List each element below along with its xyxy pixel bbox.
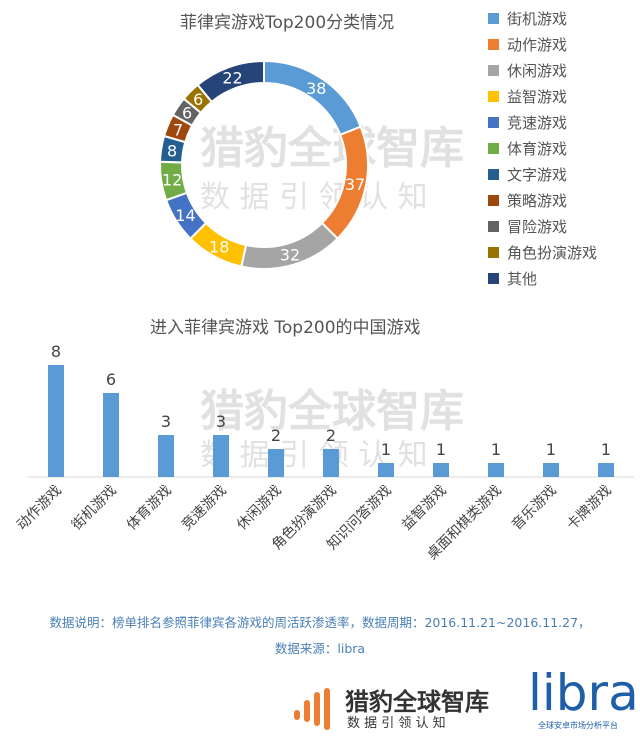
- legend-label: 动作游戏: [507, 35, 568, 54]
- data-note: 数据说明：榜单排名参照菲律宾各游戏的周活跃渗透率，数据周期：2016.11.21…: [49, 615, 591, 630]
- bar-category-9: 音乐游戏: [508, 482, 560, 534]
- donut-title: 菲律宾游戏Top200分类情况: [180, 13, 395, 33]
- donut-label-7: 7: [173, 120, 183, 139]
- legend-item-10: 其他: [488, 268, 537, 288]
- bar-value-6: 1: [381, 440, 391, 459]
- bar-value-1: 6: [106, 370, 116, 389]
- legend-label: 竞速游戏: [507, 113, 568, 132]
- bar-value-0: 8: [51, 342, 61, 361]
- bar-title: 进入菲律宾游戏 Top200的中国游戏: [150, 318, 421, 338]
- legend-swatch: [488, 12, 499, 24]
- bar-category-10: 卡牌游戏: [563, 482, 615, 534]
- legend-label: 其他: [507, 269, 538, 288]
- donut-label-1: 37: [345, 175, 365, 194]
- legend-label: 冒险游戏: [507, 217, 568, 236]
- donut-label-2: 32: [280, 245, 300, 264]
- legend-swatch: [488, 142, 499, 154]
- bar-category-2: 体育游戏: [124, 483, 175, 534]
- watermark-slogan: 数 据 引 领 认 知: [200, 180, 428, 215]
- bar-0: [48, 365, 64, 477]
- legend-swatch: [488, 194, 499, 206]
- logo-slogan: 数 据 引 领 认 知: [347, 716, 446, 731]
- libra-subtitle: 全球安卓市场分析平台: [538, 721, 618, 730]
- bar-value-5: 2: [326, 426, 336, 445]
- donut-label-10: 22: [222, 68, 242, 87]
- bar-2: [158, 435, 174, 477]
- legend-item-8: 冒险游戏: [488, 216, 567, 236]
- watermark-name: 猎豹全球智库: [200, 123, 464, 174]
- legend-swatch: [488, 220, 499, 232]
- bar-category-4: 休闲游戏: [234, 483, 285, 534]
- legend-swatch: [488, 38, 499, 50]
- donut-label-8: 6: [182, 104, 192, 123]
- legend-label: 策略游戏: [507, 191, 568, 210]
- legend-swatch: [488, 90, 499, 102]
- bar-6: [378, 463, 394, 477]
- bar-10: [598, 463, 614, 477]
- bar-7: [433, 463, 449, 477]
- data-source: 数据来源：libra: [274, 641, 366, 656]
- donut-slice-10: [196, 59, 265, 104]
- bar-value-7: 1: [436, 440, 446, 459]
- legend-swatch: [488, 272, 499, 284]
- bar-category-0: 动作游戏: [14, 483, 65, 534]
- legend-item-4: 竞速游戏: [488, 112, 567, 132]
- bar-value-8: 1: [491, 440, 501, 459]
- bar-5: [323, 449, 339, 477]
- legend-swatch: [488, 116, 499, 128]
- donut-label-0: 38: [306, 79, 326, 98]
- donut-label-5: 12: [162, 171, 182, 190]
- legend-item-1: 动作游戏: [488, 34, 567, 54]
- bar-8: [488, 463, 504, 477]
- bar-3: [213, 435, 229, 477]
- legend-label: 体育游戏: [507, 139, 568, 158]
- bar-value-3: 3: [216, 412, 226, 431]
- legend-swatch: [488, 246, 499, 258]
- bar-category-7: 益智游戏: [399, 483, 450, 534]
- bar-value-4: 2: [271, 426, 281, 445]
- legend-label: 休闲游戏: [507, 61, 568, 80]
- bar-4: [268, 449, 284, 477]
- donut-label-9: 6: [193, 90, 203, 109]
- donut-label-6: 8: [167, 141, 177, 160]
- bar-9: [543, 463, 559, 477]
- legend-label: 街机游戏: [507, 9, 568, 28]
- bar-value-10: 1: [601, 440, 611, 459]
- legend-swatch: [488, 168, 499, 180]
- legend-item-9: 角色扮演游戏: [488, 242, 597, 262]
- legend-item-7: 策略游戏: [488, 190, 567, 210]
- donut-label-3: 18: [209, 237, 229, 256]
- donut-label-4: 14: [175, 206, 195, 225]
- legend-label: 角色扮演游戏: [507, 243, 598, 262]
- bar-category-3: 竞速游戏: [178, 482, 230, 534]
- bar-value-9: 1: [546, 440, 556, 459]
- donut-chart: 38 37 32 18 14 12 8 766 22: [159, 59, 369, 270]
- bar-1: [103, 393, 119, 477]
- legend-item-2: 休闲游戏: [488, 60, 567, 80]
- bar-value-2: 3: [161, 412, 171, 431]
- legend-label: 益智游戏: [507, 87, 568, 106]
- libra-logo: libra: [528, 664, 639, 722]
- legend-item-3: 益智游戏: [488, 86, 567, 106]
- legend-item-0: 街机游戏: [488, 8, 567, 28]
- cheetah-logo-icon: [294, 688, 330, 730]
- logo-name: 猎豹全球智库: [345, 688, 489, 716]
- watermark-name-2: 猎豹全球智库: [200, 386, 464, 437]
- bar-chart: 8动作游戏6街机游戏3体育游戏3竞速游戏2休闲游戏2角色扮演游戏1知识问答游戏1…: [14, 342, 634, 563]
- legend-swatch: [488, 64, 499, 76]
- legend-item-5: 体育游戏: [488, 138, 567, 158]
- legend-item-6: 文字游戏: [488, 164, 567, 184]
- legend-label: 文字游戏: [507, 165, 568, 184]
- bar-category-1: 街机游戏: [69, 483, 120, 534]
